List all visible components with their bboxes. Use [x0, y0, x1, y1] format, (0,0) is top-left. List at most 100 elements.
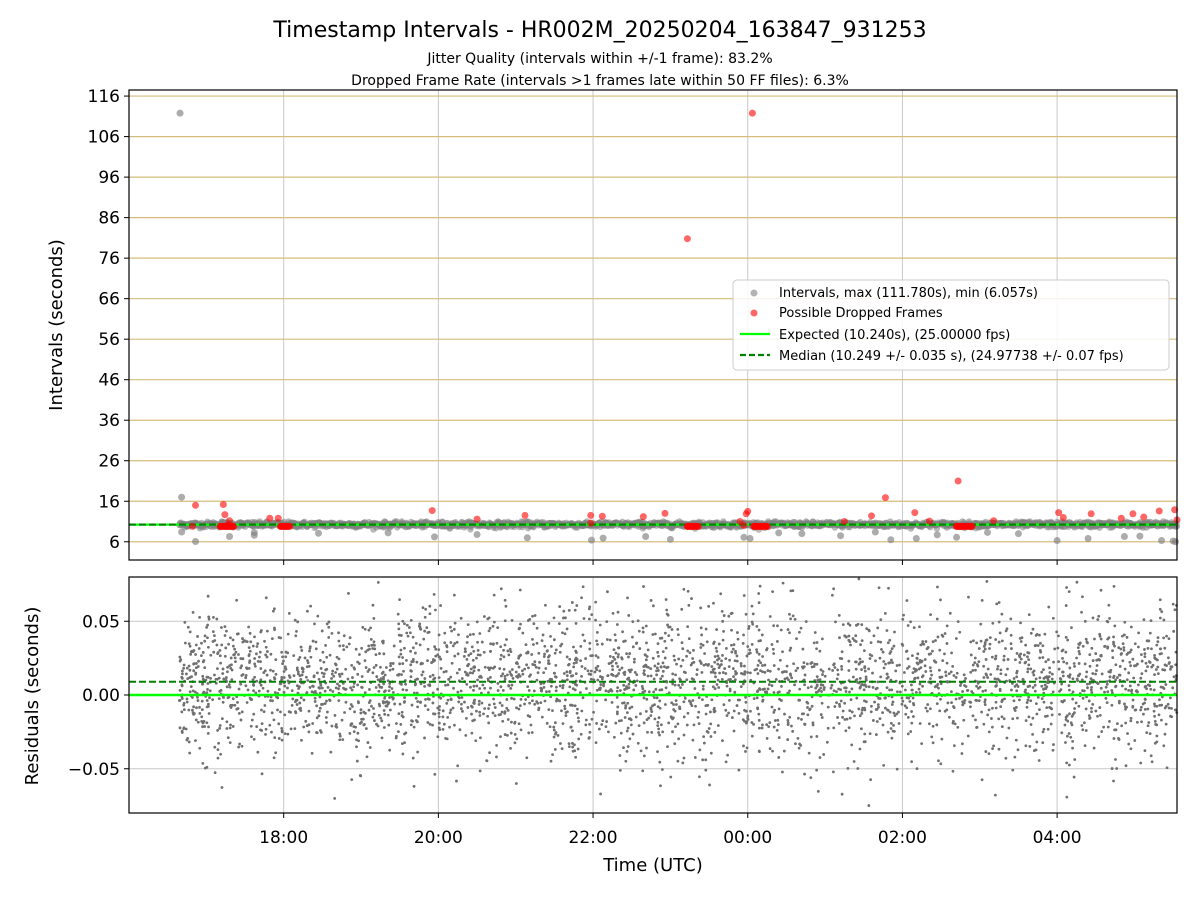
residual-point: [580, 674, 583, 678]
residual-point: [698, 748, 702, 752]
residual-point: [569, 725, 573, 729]
residual-point: [751, 622, 755, 626]
residual-point: [185, 697, 189, 701]
residual-point: [1041, 741, 1045, 745]
residual-point: [1069, 721, 1073, 725]
residual-point: [1000, 639, 1004, 643]
residual-point: [364, 650, 368, 654]
residual-point: [1068, 666, 1072, 670]
residual-point: [645, 697, 649, 701]
residual-point: [614, 651, 618, 655]
residual-point: [1065, 761, 1069, 765]
residual-point: [956, 620, 960, 624]
residual-point: [841, 715, 844, 719]
residual-point: [1078, 652, 1081, 656]
residual-point: [806, 713, 810, 717]
residual-point: [790, 724, 793, 728]
residual-point: [911, 715, 915, 718]
residual-point: [1077, 662, 1081, 665]
residual-point: [553, 651, 557, 655]
residual-point: [1119, 647, 1123, 651]
residual-point: [854, 667, 858, 671]
residual-point: [1083, 619, 1087, 623]
residual-point: [776, 723, 780, 727]
residual-point: [726, 753, 730, 757]
residual-point: [403, 732, 406, 736]
chart-title: Timestamp Intervals - HR002M_20250204_16…: [272, 18, 926, 43]
residual-point: [1042, 668, 1045, 672]
residual-point: [1162, 636, 1166, 640]
residual-point: [355, 738, 358, 742]
residual-point: [320, 703, 323, 706]
residual-point: [243, 639, 246, 643]
residual-point: [245, 701, 249, 704]
residual-point: [500, 710, 504, 714]
residual-point: [441, 727, 445, 731]
residual-point: [1153, 653, 1157, 657]
residual-point: [216, 748, 220, 752]
residual-point: [888, 638, 892, 642]
residual-point: [995, 602, 999, 606]
residual-point: [439, 604, 442, 607]
residual-point: [720, 677, 724, 681]
residual-point: [259, 678, 263, 682]
residual-point: [1042, 676, 1046, 680]
residual-point: [1040, 684, 1044, 688]
residual-point: [654, 687, 658, 691]
residual-point: [201, 677, 205, 681]
residual-point: [259, 660, 262, 664]
residual-point: [904, 688, 907, 692]
residual-point: [436, 706, 440, 710]
residual-point: [187, 642, 191, 646]
residual-point: [859, 643, 862, 647]
residual-point: [298, 707, 302, 711]
residual-point: [509, 746, 512, 750]
residual-point: [911, 696, 915, 700]
residual-point: [391, 691, 395, 694]
residual-point: [863, 732, 867, 736]
interval-outlier-point: [599, 534, 607, 542]
residual-point: [1031, 670, 1035, 674]
residual-point: [187, 708, 191, 712]
residual-point: [661, 661, 665, 665]
residual-point: [498, 667, 502, 670]
residual-point: [671, 682, 675, 686]
residual-point: [653, 717, 657, 721]
residual-point: [226, 665, 229, 669]
residual-point: [311, 639, 315, 643]
residual-point: [977, 699, 981, 703]
residual-point: [1035, 740, 1039, 744]
residual-point: [480, 676, 483, 679]
residual-point: [200, 708, 204, 712]
residual-point: [180, 683, 184, 687]
residual-point: [848, 623, 852, 627]
residual-point: [323, 689, 327, 693]
residual-point: [608, 654, 612, 658]
residual-point: [501, 672, 505, 676]
residual-point: [1059, 688, 1063, 692]
residual-point: [690, 597, 693, 600]
residual-point: [235, 632, 239, 636]
residual-point: [952, 705, 955, 708]
residual-point: [664, 646, 668, 650]
dropped-frame-point: [192, 501, 200, 509]
residual-point: [398, 598, 401, 602]
residual-point: [338, 644, 342, 648]
residual-point: [1050, 713, 1054, 717]
residual-point: [611, 668, 615, 671]
residual-point: [501, 688, 505, 692]
residual-point: [1073, 707, 1076, 710]
residual-point: [670, 628, 674, 631]
residual-point: [1173, 608, 1177, 612]
residual-point: [264, 727, 268, 731]
residual-point: [787, 678, 790, 682]
residual-point: [897, 722, 901, 725]
residual-point: [393, 702, 397, 706]
residual-point: [798, 630, 801, 634]
residual-point: [373, 719, 376, 722]
residual-point: [207, 615, 211, 619]
residual-point: [753, 668, 757, 672]
residual-point: [615, 696, 619, 699]
residual-point: [682, 756, 686, 760]
residual-point: [400, 714, 404, 718]
